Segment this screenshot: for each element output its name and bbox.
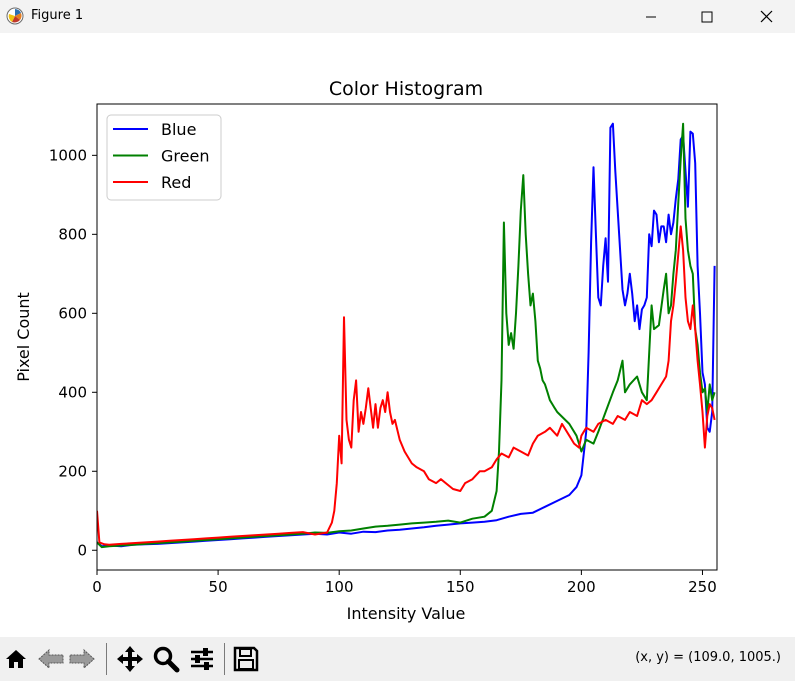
close-icon (760, 10, 772, 23)
configure-subplots-button[interactable] (187, 644, 217, 674)
x-tick-label: 150 (446, 578, 475, 596)
zoom-icon (153, 646, 180, 673)
histogram-chart: Color Histogram 0 50 100 150 200 250 0 200 400 60… (14, 78, 718, 623)
save-icon (233, 646, 259, 672)
window-title: Figure 1 (31, 8, 84, 23)
zoom-button[interactable] (151, 644, 181, 674)
y-tick-label: 800 (58, 225, 87, 243)
series-line-red (97, 225, 716, 546)
configure-subplots-icon (191, 648, 213, 670)
maximize-button[interactable] (684, 0, 730, 33)
window-titlebar: Figure 1 (0, 0, 795, 33)
x-tick-label: 250 (688, 578, 717, 596)
matplotlib-logo-icon (6, 7, 24, 25)
x-axis-label: Intensity Value (347, 604, 466, 623)
y-tick-label: 1000 (49, 146, 87, 164)
legend-label-green: Green (161, 147, 209, 166)
y-tick-label: 0 (77, 541, 87, 559)
cursor-coordinates: (x, y) = (109.0, 1005.) (635, 650, 781, 665)
x-tick-label: 100 (325, 578, 354, 596)
legend-label-red: Red (161, 173, 191, 192)
pan-icon (117, 646, 143, 672)
toolbar-separator (224, 643, 225, 675)
navigation-toolbar: (x, y) = (109.0, 1005.) (0, 637, 795, 681)
minimize-icon (646, 16, 656, 17)
toolbar-separator (106, 643, 107, 675)
y-axis-label: Pixel Count (14, 292, 33, 382)
home-icon (6, 650, 26, 668)
legend: Blue Green Red (106, 114, 222, 201)
y-tick-label: 600 (58, 304, 87, 322)
y-tick-label: 400 (58, 383, 87, 401)
series-line-green (97, 122, 716, 549)
y-tick-label: 200 (58, 462, 87, 480)
legend-label-blue: Blue (161, 120, 196, 139)
home-button[interactable] (1, 644, 31, 674)
figure-canvas[interactable]: Color Histogram 0 50 100 150 200 250 0 200 400 60… (0, 33, 795, 637)
forward-button[interactable] (67, 644, 97, 674)
save-button[interactable] (231, 644, 261, 674)
back-button[interactable] (36, 644, 66, 674)
plot-frame (96, 103, 718, 571)
legend-box (106, 114, 222, 201)
x-tick-label: 0 (92, 578, 102, 596)
forward-arrow-icon (69, 648, 95, 670)
close-button[interactable] (743, 0, 789, 33)
minimize-button[interactable] (628, 0, 674, 33)
maximize-icon (701, 11, 713, 22)
x-tick-label: 200 (567, 578, 596, 596)
pan-button[interactable] (115, 644, 145, 674)
x-tick-label: 50 (209, 578, 228, 596)
chart-title: Color Histogram (329, 78, 483, 100)
back-arrow-icon (38, 648, 64, 670)
